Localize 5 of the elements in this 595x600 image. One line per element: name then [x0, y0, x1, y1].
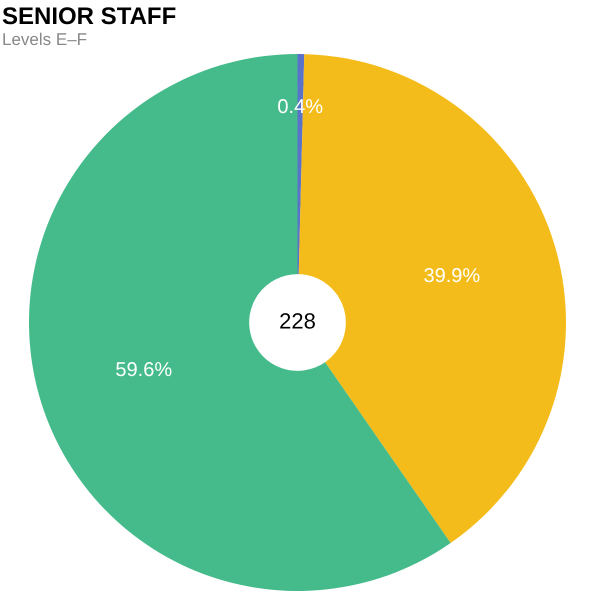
text: 228: [279, 308, 316, 334]
data-label: 59.6%: [115, 359, 172, 382]
data-label: 39.9%: [423, 264, 480, 287]
chart-subtitle: Levels E–F: [2, 30, 88, 50]
chart-title: SENIOR STAFF: [2, 3, 178, 30]
